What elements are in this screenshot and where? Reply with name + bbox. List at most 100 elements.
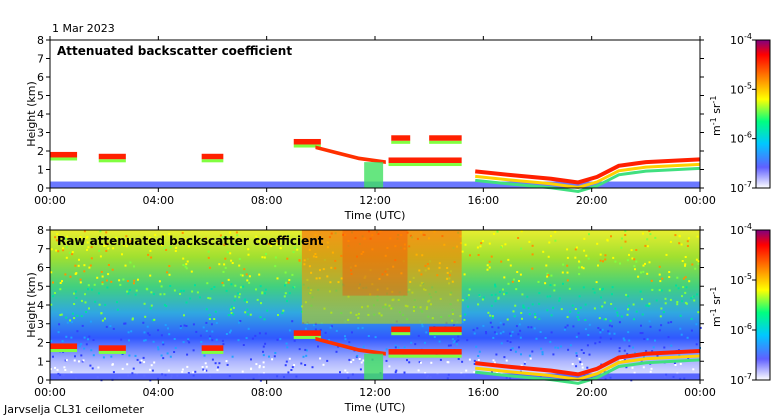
colorbar-tick-label: 10-7 bbox=[730, 372, 752, 387]
panel-title: Attenuated backscatter coefficient bbox=[57, 44, 292, 58]
colorbar-tick-exponent: -6 bbox=[744, 322, 752, 331]
cloud-base bbox=[391, 135, 411, 141]
cloud-base-evening bbox=[474, 157, 701, 185]
cloud-base bbox=[293, 138, 321, 145]
colorbar-tick-label: 10-4 bbox=[730, 32, 752, 47]
y-tick-label: 5 bbox=[37, 90, 44, 103]
y-tick-label: 2 bbox=[37, 145, 44, 158]
colorbar-tick-exponent: -4 bbox=[744, 32, 752, 41]
colorbar-scale bbox=[755, 39, 771, 189]
cloud-edge bbox=[50, 157, 78, 161]
colorbar-scale bbox=[755, 229, 771, 381]
top-panel: Attenuated backscatter coefficient 0 1 2 3 4 5… bbox=[25, 34, 716, 222]
colorbar-tick-exponent: -4 bbox=[744, 222, 752, 231]
x-axis-label: Time (UTC) bbox=[344, 401, 406, 414]
cloud-layers bbox=[50, 326, 701, 385]
y-tick-label: 7 bbox=[37, 243, 44, 256]
cloud-base bbox=[50, 343, 78, 350]
y-tick-label: 0 bbox=[37, 374, 44, 387]
unit-exponent: -1 bbox=[709, 287, 718, 295]
y-axis-label: Height (km) bbox=[25, 272, 38, 338]
x-tick-label: 04:00 bbox=[142, 386, 174, 399]
cloud-edge-evening bbox=[475, 166, 701, 193]
cloud-edge-evening bbox=[475, 162, 701, 189]
cloud-edge bbox=[429, 332, 462, 336]
unit-sr: sr bbox=[710, 294, 723, 308]
y-tick-label: 2 bbox=[37, 337, 44, 350]
y-tick-label: 6 bbox=[37, 71, 44, 84]
y-tick-label: 6 bbox=[37, 262, 44, 275]
x-tick-label: 12:00 bbox=[359, 386, 391, 399]
footer-label: Jarvselja CL31 ceilometer bbox=[3, 403, 144, 416]
cloud-base bbox=[429, 135, 462, 141]
x-tick-label: 08:00 bbox=[251, 194, 283, 207]
y-tick-label: 8 bbox=[37, 224, 44, 237]
cloud-layers bbox=[50, 135, 701, 193]
cloud-base bbox=[293, 330, 321, 336]
cloud-edge bbox=[98, 350, 126, 354]
colorbar-tick-exponent: -5 bbox=[744, 272, 752, 281]
x-axis-label: Time (UTC) bbox=[344, 209, 406, 222]
cloud-edge bbox=[293, 335, 321, 339]
precip-streak bbox=[364, 162, 384, 188]
colorbar-tick-label: 10-6 bbox=[730, 322, 752, 337]
cloud-base bbox=[391, 326, 411, 333]
cloud-base bbox=[98, 345, 126, 351]
cloud-edge bbox=[50, 349, 78, 353]
cloud-edge bbox=[388, 354, 462, 358]
x-tick-label: 08:00 bbox=[251, 386, 283, 399]
unit-exponent: -1 bbox=[709, 117, 718, 125]
cloud-edge bbox=[98, 159, 126, 163]
y-tick-label: 1 bbox=[37, 355, 44, 368]
cloud-base bbox=[315, 336, 386, 356]
unit-exponent: -1 bbox=[709, 96, 718, 104]
x-tick-label: 12:00 bbox=[359, 194, 391, 207]
top-colorbar: 10-4 10-5 10-6 10-7 m-1 sr-1 bbox=[709, 32, 771, 195]
y-tick-label: 3 bbox=[37, 127, 44, 140]
cloud-base bbox=[388, 157, 462, 164]
cloud-base bbox=[388, 349, 462, 355]
colorbar-tick-exponent: -6 bbox=[744, 131, 752, 140]
x-tick-label: 16:00 bbox=[467, 386, 499, 399]
cloud-base bbox=[50, 151, 78, 158]
colorbar-tick-label: 10-6 bbox=[730, 131, 752, 146]
colorbar-tick-label: 10-7 bbox=[730, 180, 752, 195]
date-label: 1 Mar 2023 bbox=[52, 22, 115, 35]
cloud-base bbox=[429, 326, 462, 333]
bottom-panel: Raw attenuated backscatter coefficient 0 1… bbox=[25, 224, 716, 414]
y-axis-label: Height (km) bbox=[25, 81, 38, 147]
x-tick-label: 00:00 bbox=[34, 386, 66, 399]
y-tick-label: 4 bbox=[37, 299, 44, 312]
cloud-base bbox=[315, 145, 386, 164]
cloud-edge-evening bbox=[475, 358, 701, 385]
colorbar-tick-label: 10-4 bbox=[730, 222, 752, 237]
cloud-base bbox=[201, 345, 224, 351]
colorbar-unit: m-1 sr-1 bbox=[709, 96, 723, 136]
panel-title: Raw attenuated backscatter coefficient bbox=[57, 234, 324, 248]
cloud-edge bbox=[391, 140, 411, 144]
cloud-edge bbox=[293, 144, 321, 148]
x-tick-label: 00:00 bbox=[684, 194, 716, 207]
colorbar-tick-label: 10-5 bbox=[730, 81, 752, 96]
y-tick-label: 8 bbox=[37, 34, 44, 47]
colorbar-tick-exponent: -5 bbox=[744, 81, 752, 90]
y-tick-label: 4 bbox=[37, 108, 44, 121]
x-tick-label: 16:00 bbox=[467, 194, 499, 207]
y-tick-label: 7 bbox=[37, 53, 44, 66]
cloud-edge bbox=[429, 140, 462, 144]
bottom-colorbar: 10-4 10-5 10-6 10-7 m-1 sr-1 bbox=[709, 222, 771, 387]
x-tick-label: 00:00 bbox=[684, 386, 716, 399]
x-tick-label: 00:00 bbox=[34, 194, 66, 207]
cloud-base bbox=[201, 153, 224, 160]
colorbar-tick-exponent: -7 bbox=[744, 372, 752, 381]
midday-aerosol bbox=[301, 230, 462, 324]
x-tick-label: 20:00 bbox=[576, 194, 608, 207]
cloud-base-evening bbox=[474, 348, 701, 377]
precip-streak bbox=[364, 353, 384, 380]
colorbar-tick-exponent: -7 bbox=[744, 180, 752, 189]
y-tick-label: 5 bbox=[37, 280, 44, 293]
cloud-edge bbox=[201, 159, 224, 163]
cloud-edge bbox=[391, 332, 411, 336]
y-tick-label: 1 bbox=[37, 164, 44, 177]
